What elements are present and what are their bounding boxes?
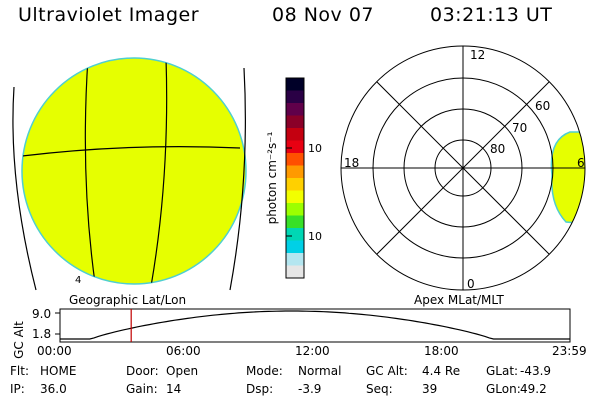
info-label: GLon: [486, 382, 521, 396]
gc-altitude-plot: GC Alt 9.0 1.8 [12, 307, 571, 359]
lat-label-60: 60 [535, 99, 550, 113]
gc-ytick-low: 1.8 [32, 327, 51, 341]
colorbar-segment [286, 228, 304, 241]
colorbar-segment [286, 90, 304, 104]
colorbar-ticks: 100 10 [286, 142, 322, 243]
info-value: -3.9 [298, 382, 322, 396]
info-value: HOME [40, 364, 77, 378]
info-label: Mode: [246, 364, 283, 378]
colorbar-segment [286, 178, 304, 191]
mlt-label-0: 0 [467, 277, 475, 291]
info-label: GC Alt: [366, 364, 408, 378]
colorbar-panel: 100 10 photon cm⁻²s⁻¹ [265, 77, 322, 279]
info-value: Normal [298, 364, 342, 378]
info-value: 4.4 Re [422, 364, 461, 378]
lat-lon-grid [22, 58, 241, 284]
time-label: 03:21:13 UT [430, 4, 553, 26]
grid-line-west [12, 86, 37, 291]
gc-xtick-label: 12:00 [295, 344, 330, 358]
aurora-patch [550, 131, 585, 226]
colorbar-segment [286, 140, 304, 154]
polar-panel-label: Apex MLat/MLT [414, 293, 504, 307]
gc-plot-frame [59, 308, 571, 343]
gc-xtick-label: 00:00 [37, 344, 72, 358]
colorbar-segment [286, 165, 304, 179]
info-label: Gain: [126, 382, 158, 396]
info-value: 49.2 [520, 382, 547, 396]
info-label: Dsp: [246, 382, 274, 396]
instrument-title: Ultraviolet Imager [18, 4, 200, 26]
gc-ytick-high: 9.0 [32, 307, 51, 321]
colorbar-tick-label: 100 [308, 142, 322, 155]
mlt-label-6: 6 [577, 156, 585, 170]
info-value: 39 [422, 382, 438, 396]
date-label: 08 Nov 07 [272, 4, 375, 26]
grid-line-east [229, 67, 246, 291]
colorbar-segment [286, 128, 304, 141]
polar-plot-panel: 12 18 6 0 60 70 80 [340, 45, 586, 291]
gc-axis-label: GC Alt [12, 321, 26, 359]
gc-xtick-label: 18:00 [424, 344, 459, 358]
info-label: Seq: [366, 382, 393, 396]
geo-panel-label: Geographic Lat/Lon [69, 293, 187, 307]
colorbar-segment [286, 215, 304, 229]
info-label: IP: [10, 382, 25, 396]
colorbar-strip [286, 78, 304, 279]
colorbar-segment [286, 78, 304, 91]
colorbar-segment [286, 265, 304, 279]
polar-grid [340, 45, 586, 291]
gc-xtick-label: 06:00 [166, 344, 201, 358]
colorbar-frame [285, 77, 305, 279]
gc-altitude-curve [60, 310, 570, 340]
info-value: -43.9 [520, 364, 552, 378]
corner-mark: 4 [75, 275, 81, 286]
colorbar-segment [286, 253, 304, 266]
colorbar-segment [286, 240, 304, 254]
info-value: 36.0 [40, 382, 67, 396]
info-value: 14 [166, 382, 182, 396]
gc-xtick-label: 23:59 [552, 344, 587, 358]
mlt-label-12: 12 [470, 48, 485, 62]
lat-label-80: 80 [490, 142, 505, 156]
lat-label-70: 70 [512, 121, 527, 135]
mlt-label-18: 18 [344, 156, 359, 170]
info-label: Flt: [10, 364, 29, 378]
colorbar-segment [286, 103, 304, 116]
colorbar-units-label: photon cm⁻²s⁻¹ [265, 131, 279, 224]
info-value: Open [166, 364, 199, 378]
info-label: GLat: [486, 364, 519, 378]
geographic-image-panel: 4 [12, 57, 247, 291]
colorbar-segment [286, 190, 304, 204]
colorbar-segment [286, 203, 304, 216]
earth-disk [21, 57, 247, 285]
colorbar-tick-label: 10 [308, 230, 322, 243]
info-label: Door: [126, 364, 159, 378]
colorbar-segment [286, 115, 304, 129]
colorbar-segment [286, 153, 304, 166]
